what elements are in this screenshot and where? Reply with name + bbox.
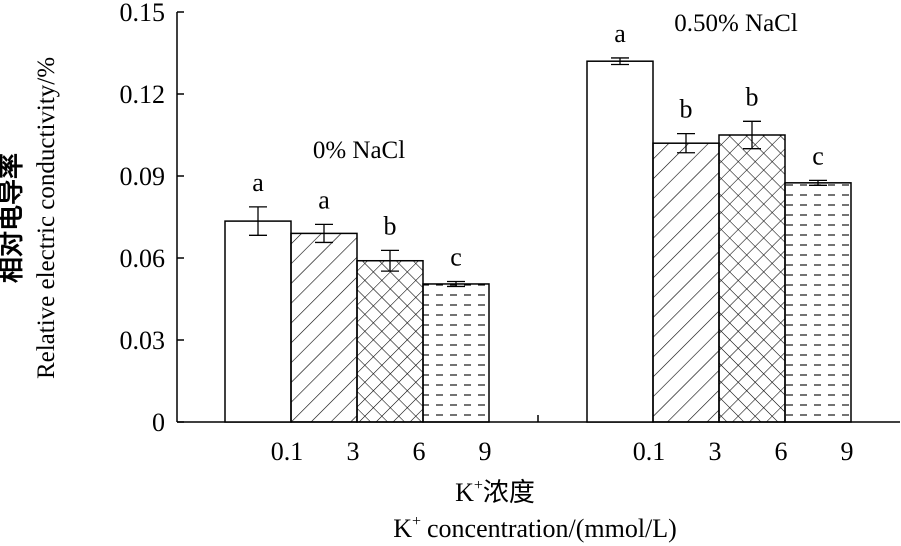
y-tick-label: 0.12 <box>120 80 166 109</box>
y-axis-label-cn: 相对电导率 <box>0 153 26 283</box>
bar <box>422 283 490 423</box>
x-tick-label: 9 <box>841 437 854 466</box>
x-axis-label-cn: K+浓度 <box>455 477 535 507</box>
x-tick-label: 9 <box>479 437 492 466</box>
x-axis-label-text-en: concentration/(mmol/L) <box>427 514 677 543</box>
x-tick-label: 0.1 <box>271 437 304 466</box>
significance-letter: b <box>384 211 397 240</box>
bar <box>224 220 292 423</box>
group-label: 0% NaCl <box>313 137 405 164</box>
x-axis-label-ion: K <box>455 478 474 507</box>
x-axis-label-charge: + <box>474 477 483 494</box>
x-axis-label-charge-en: + <box>412 513 421 530</box>
group-label: 0.50% NaCl <box>674 10 798 37</box>
x-tick-label: 0.1 <box>633 437 666 466</box>
x-axis-ticks: 0.1 3 6 9 0.1 3 6 9 <box>271 437 854 466</box>
x-tick-label: 3 <box>709 437 722 466</box>
bar <box>652 142 720 423</box>
significance-letter: b <box>680 95 693 124</box>
significance-letter: a <box>614 19 626 48</box>
significance-letter: b <box>746 82 759 111</box>
y-tick-label: 0.06 <box>120 244 166 273</box>
bars: a a b c a b b c <box>224 19 852 423</box>
y-axis-ticks: 0 0.03 0.06 0.09 0.12 0.15 <box>120 0 184 437</box>
y-tick-label: 0 <box>152 408 165 437</box>
significance-letter: c <box>450 243 462 272</box>
x-tick-label: 3 <box>347 437 360 466</box>
significance-letter: c <box>812 141 824 170</box>
y-tick-label: 0.03 <box>120 326 166 355</box>
group-annotations: 0% NaCl 0.50% NaCl <box>313 10 798 164</box>
bar <box>290 232 358 423</box>
bar <box>718 134 786 423</box>
x-axis-label-en: K+ concentration/(mmol/L) <box>393 513 677 543</box>
significance-letter: a <box>252 168 264 197</box>
x-axis-label-text-cn: 浓度 <box>483 478 535 507</box>
x-axis-label-ion-en: K <box>393 514 412 543</box>
y-tick-label: 0.15 <box>120 0 166 27</box>
bar <box>784 182 852 423</box>
y-axis-label-en: Relative electric conductivity/% <box>33 57 60 379</box>
bar <box>586 60 654 423</box>
y-tick-label: 0.09 <box>120 162 166 191</box>
significance-letter: a <box>318 185 330 214</box>
bar <box>356 259 424 423</box>
x-tick-label: 6 <box>413 437 426 466</box>
x-tick-label: 6 <box>775 437 788 466</box>
